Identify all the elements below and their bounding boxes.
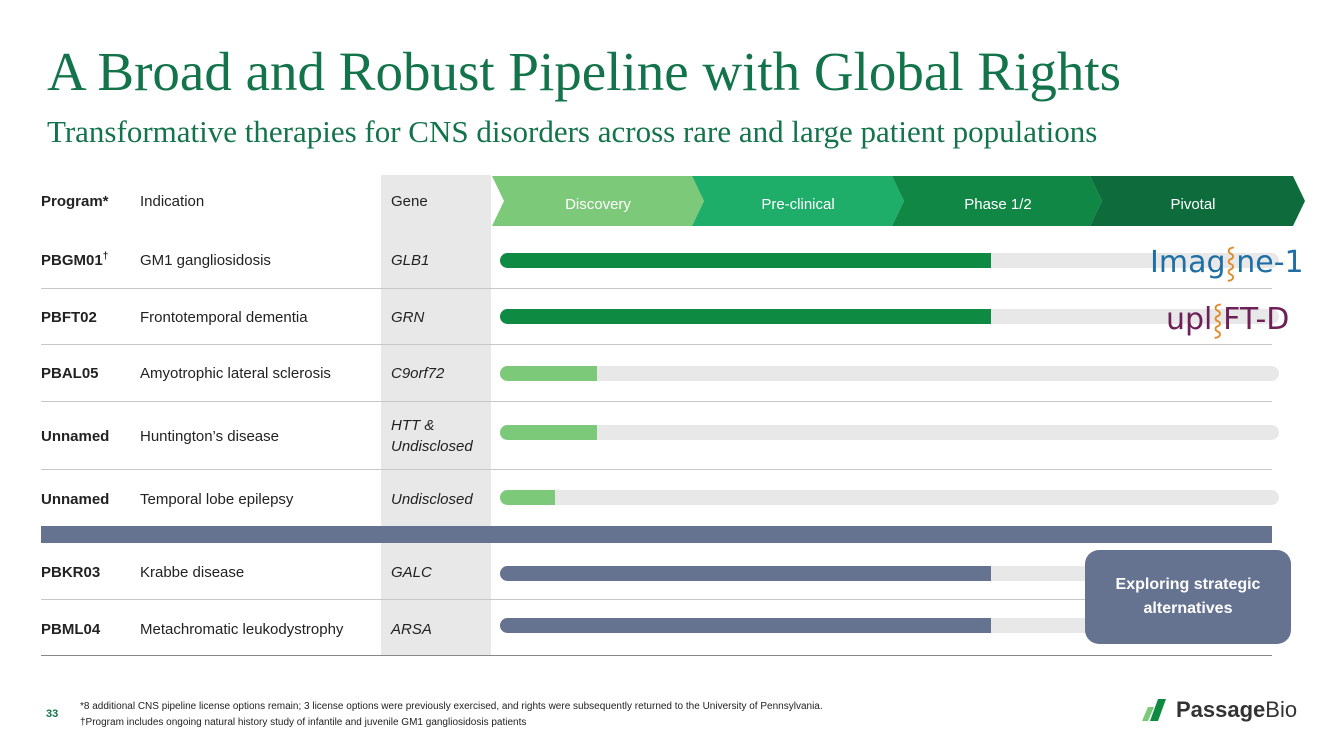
progress-fill (500, 566, 991, 581)
indication-name: Temporal lobe epilepsy (140, 491, 294, 508)
progress-track (500, 425, 1279, 440)
indication-name: Metachromatic leukodystrophy (140, 621, 344, 638)
chevron-phase12 (892, 176, 1102, 226)
program-name: PBGM01† (41, 251, 109, 269)
indication-name: GM1 gangliosidosis (140, 252, 271, 269)
gene-name: GALC (391, 564, 432, 581)
row-divider (41, 599, 1272, 600)
gene-name: Undisclosed (391, 491, 473, 508)
progress-track (500, 566, 1100, 581)
dna-icon: ⸾ (1212, 302, 1224, 337)
row-divider (41, 344, 1272, 345)
indication-name: Krabbe disease (140, 564, 245, 581)
indication-name: Frontotemporal dementia (140, 309, 308, 326)
gene-name: GLB1 (391, 252, 430, 269)
chevron-pivotal (1090, 176, 1305, 226)
program-name: PBML04 (41, 621, 101, 638)
phase-label-preclinical: Pre-clinical (761, 196, 835, 213)
indication-name: Huntington’s disease (140, 428, 279, 445)
header-indication: Indication (140, 193, 205, 210)
progress-fill (500, 253, 991, 268)
dna-icon: ⸾ (1225, 245, 1237, 280)
gene-name: ARSA (391, 621, 432, 638)
header-gene: Gene (391, 193, 428, 210)
page-number: 33 (46, 708, 59, 720)
chevron-discovery (492, 176, 704, 226)
progress-fill (500, 309, 991, 324)
indication-name: Amyotrophic lateral sclerosis (140, 365, 331, 382)
program-name: PBAL05 (41, 365, 99, 382)
row-divider (41, 288, 1272, 289)
gene-name: GRN (391, 309, 425, 326)
phase-label-pivotal: Pivotal (1170, 196, 1216, 213)
phase-label-discovery: Discovery (565, 196, 631, 213)
passage-bio-mark-icon (1142, 699, 1166, 721)
program-name: Unnamed (41, 428, 110, 445)
progress-track (500, 490, 1279, 505)
program-name: Unnamed (41, 491, 110, 508)
row-divider (41, 401, 1272, 402)
header-program: Program* (41, 193, 109, 210)
progress-fill (500, 618, 991, 633)
passage-bio-logo: PassageBio (1140, 697, 1297, 723)
strategic-alternatives-callout: Exploring strategic alternatives (1085, 550, 1291, 644)
progress-track (500, 618, 1100, 633)
page-subtitle: Transformative therapies for CNS disorde… (47, 114, 1098, 149)
progress-fill (500, 490, 555, 505)
phase-label-phase12: Phase 1/2 (964, 196, 1032, 213)
phase-chevrons (492, 176, 1305, 226)
uplift-d-logo: upl⸾FT-D (1166, 302, 1290, 337)
row-divider (41, 469, 1272, 470)
section-divider (41, 526, 1272, 543)
page-title: A Broad and Robust Pipeline with Global … (47, 41, 1122, 102)
progress-track (500, 366, 1279, 381)
program-name: PBKR03 (41, 564, 101, 581)
gene-name: C9orf72 (391, 365, 445, 382)
progress-track (500, 309, 1279, 324)
gene-column-background (381, 175, 491, 656)
gene-name: HTT & Undisclosed (391, 417, 473, 455)
progress-track (500, 253, 1279, 268)
footnote-1: *8 additional CNS pipeline license optio… (80, 701, 823, 712)
footnote-2: †Program includes ongoing natural histor… (80, 717, 527, 728)
chevron-preclinical (692, 176, 904, 226)
table-bottom-border (41, 655, 1272, 656)
imagine-1-logo: Imag⸾ne-1 (1150, 245, 1304, 280)
program-name: PBFT02 (41, 309, 97, 326)
progress-fill (500, 366, 597, 381)
progress-fill (500, 425, 597, 440)
